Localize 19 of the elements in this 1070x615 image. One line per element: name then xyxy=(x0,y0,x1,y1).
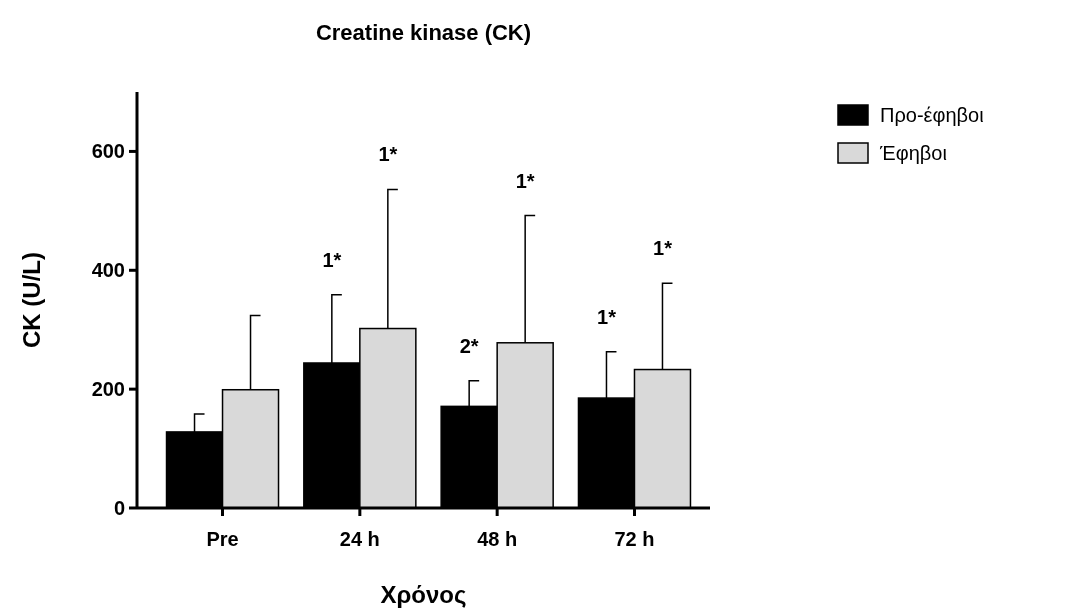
annotation: 2* xyxy=(459,334,479,357)
y-tick-label: 200 xyxy=(91,378,125,401)
x-tick-label: 72 h xyxy=(614,528,655,550)
legend-label: Έφηβοι xyxy=(879,142,947,164)
y-axis-title: CK (U/L) xyxy=(18,252,45,348)
x-tick-label: 48 h xyxy=(477,528,518,550)
y-tick-label: 600 xyxy=(91,140,125,163)
annotation: 1* xyxy=(378,143,398,166)
annotation: 1* xyxy=(515,169,535,192)
y-tick-label: 400 xyxy=(91,259,125,282)
chart-title: Creatine kinase (CK) xyxy=(315,20,532,45)
annotation: 1* xyxy=(322,248,342,271)
annotation: 1* xyxy=(597,305,617,328)
y-tick-label: 0 xyxy=(113,497,125,519)
x-tick-label: 24 h xyxy=(339,528,380,550)
legend-label: Προ-έφηβοι xyxy=(880,104,984,126)
annotation: 1* xyxy=(653,237,673,260)
x-tick-label: Pre xyxy=(206,528,239,550)
x-axis-title: Χρόνος xyxy=(380,581,467,608)
